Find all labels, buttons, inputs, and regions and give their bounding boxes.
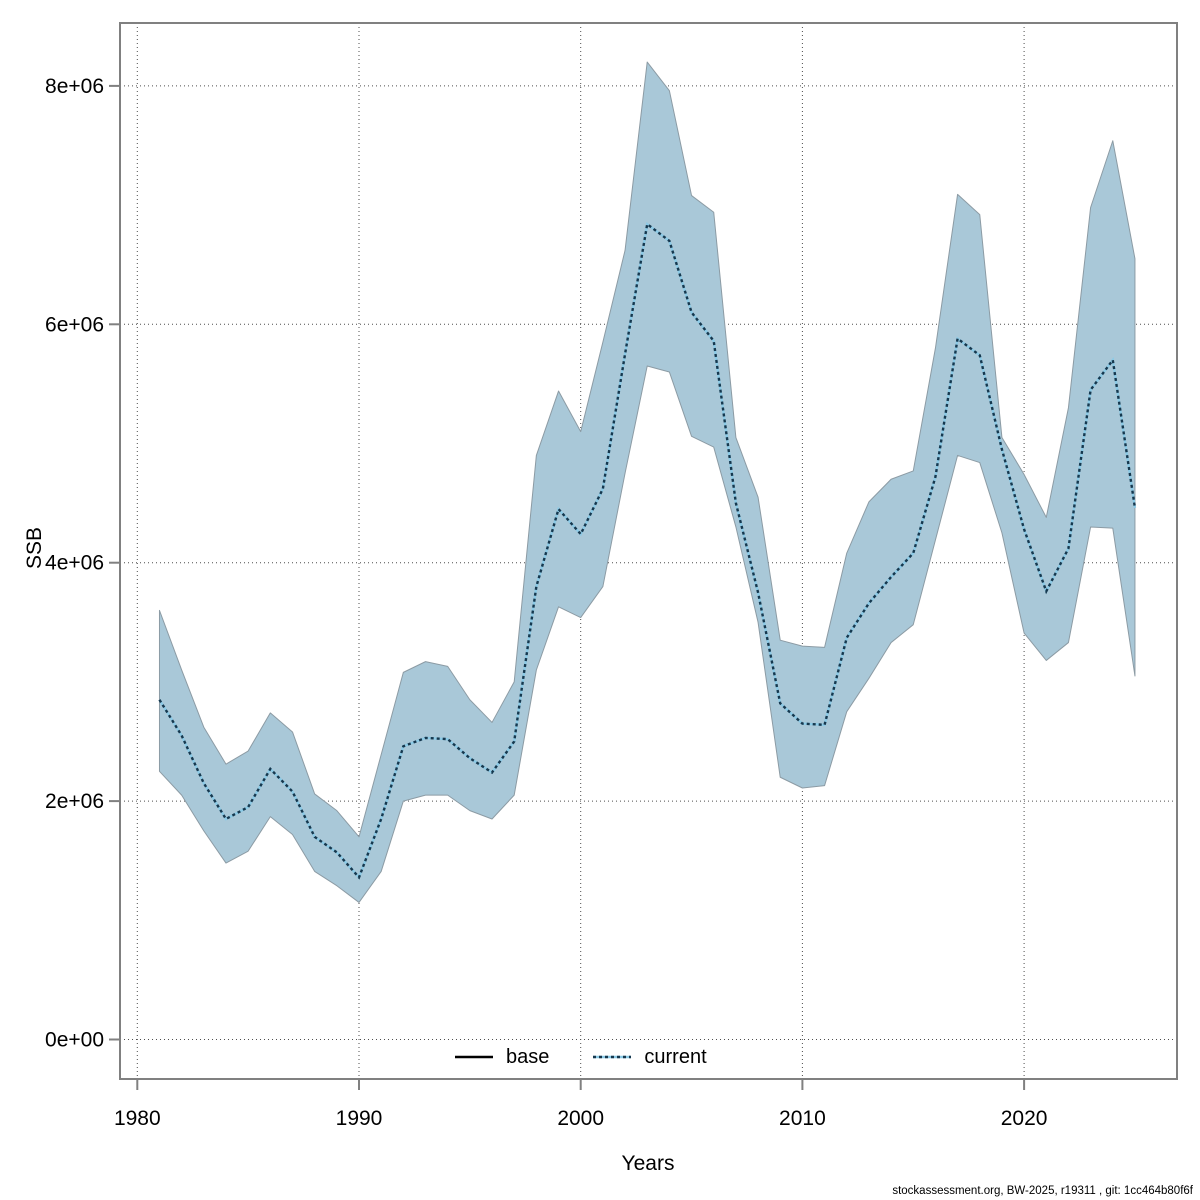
- y-axis-title: SSB: [23, 526, 46, 570]
- plot-frame: [119, 22, 1178, 1080]
- legend: base current: [455, 1045, 707, 1069]
- y-tick-label: 4e+06: [45, 552, 104, 575]
- legend-base-label: base: [506, 1045, 550, 1068]
- y-tick-label: 6e+06: [45, 313, 104, 336]
- y-tick-label: 8e+06: [45, 75, 104, 98]
- current-line-underlay: [158, 222, 1137, 880]
- confidence-band: [158, 61, 1136, 903]
- x-tick-label: 1980: [114, 1107, 161, 1130]
- x-tick-label: 1990: [336, 1107, 383, 1130]
- x-tick-label: 2020: [1001, 1107, 1048, 1130]
- y-tick-label: 2e+06: [45, 790, 104, 813]
- x-tick-label: 2000: [557, 1107, 604, 1130]
- footer-attribution: stockassessment.org, BW-2025, r19311 , g…: [892, 1185, 1193, 1197]
- x-tick-label: 2010: [779, 1107, 826, 1130]
- legend-current-swatch: [593, 1054, 632, 1060]
- legend-current-label: current: [644, 1045, 707, 1068]
- legend-base-swatch: [455, 1054, 493, 1060]
- y-tick-label: 0e+00: [45, 1029, 104, 1052]
- x-axis-title: Years: [621, 1152, 675, 1175]
